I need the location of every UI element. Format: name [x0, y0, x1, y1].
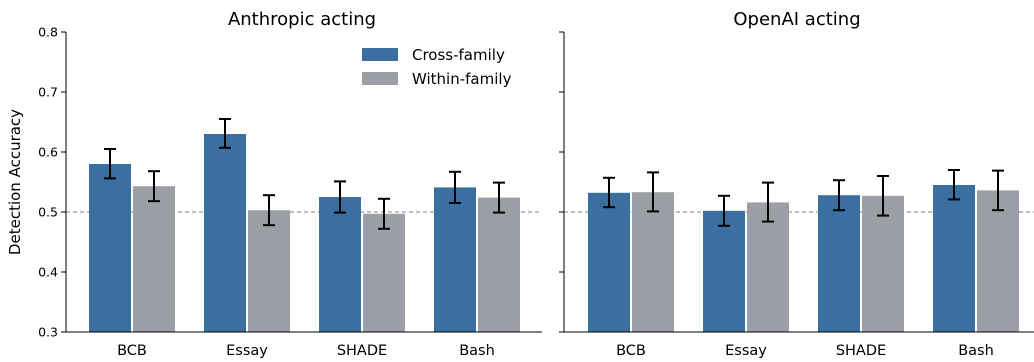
- bar: [133, 186, 175, 332]
- x-tick-label: BCB: [117, 343, 147, 359]
- y-axis-label: Detection Accuracy: [6, 109, 24, 255]
- bar: [977, 190, 1019, 332]
- bar: [248, 210, 290, 332]
- x-tick-label: SHADE: [836, 343, 886, 359]
- legend-label: Cross-family: [412, 46, 505, 64]
- x-tick-label: Bash: [459, 343, 495, 359]
- bar: [319, 197, 361, 332]
- y-tick-label: 0.6: [38, 145, 58, 160]
- panel-title: Anthropic acting: [228, 9, 376, 30]
- panel-1: Anthropic acting 0.3 0.4 0.5 0.6 0.7 0.8 BCB Ess…: [38, 9, 542, 359]
- bar: [89, 164, 131, 332]
- x-tick-label: Essay: [226, 343, 268, 359]
- x-tick-label: SHADE: [337, 343, 387, 359]
- legend-swatch: [362, 48, 398, 61]
- bar: [632, 192, 674, 332]
- legend-swatch: [362, 72, 398, 85]
- x-tick-label: Essay: [725, 343, 767, 359]
- panel-title: OpenAI acting: [733, 9, 860, 30]
- bar: [204, 134, 246, 332]
- x-tick-label: BCB: [616, 343, 646, 359]
- legend: Cross-family Within-family: [362, 46, 512, 88]
- y-tick-label: 0.3: [38, 325, 58, 340]
- bar: [363, 213, 405, 332]
- y-tick-label: 0.5: [38, 205, 58, 220]
- bar: [703, 210, 745, 332]
- bar: [747, 202, 789, 332]
- bar: [862, 195, 904, 332]
- x-tick-label: Bash: [958, 343, 994, 359]
- bar: [478, 197, 520, 332]
- panels: Anthropic acting 0.3 0.4 0.5 0.6 0.7 0.8 BCB Ess…: [38, 9, 1034, 359]
- bar: [588, 192, 630, 332]
- bar: [933, 185, 975, 332]
- bar: [818, 195, 860, 332]
- y-tick-label: 0.4: [38, 265, 58, 280]
- y-tick-label: 0.8: [38, 25, 58, 40]
- panel-2: OpenAI acting BCB Essay SHADE Bash: [559, 9, 1034, 359]
- legend-label: Within-family: [412, 70, 512, 88]
- bar: [434, 187, 476, 332]
- y-tick-label: 0.7: [38, 85, 58, 100]
